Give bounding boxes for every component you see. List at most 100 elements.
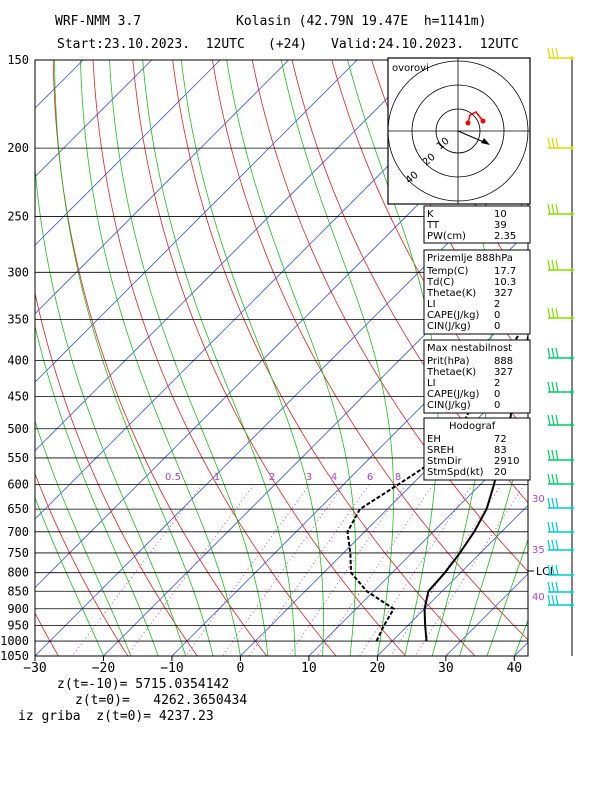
panel-key: EH [427,434,441,445]
panel-value: 2910 [494,456,519,467]
panel-key: CAPE(J/kg) [427,389,480,400]
x-tick-label: −20 [92,661,115,676]
panel-value: 39 [494,220,507,231]
isotherm-line [583,60,600,656]
isotherm-line [35,60,221,246]
panel-key: Temp(C) [426,266,469,277]
y-tick-label: 1000 [0,634,29,648]
y-tick-label: 200 [7,141,29,155]
y-tick-label: 500 [7,422,29,436]
panel-value: 0 [494,310,500,321]
dry-adiabat-line [92,60,337,656]
panel-value: 83 [494,445,507,456]
panel-key: TT [426,220,440,231]
y-tick-label: 1050 [0,649,29,663]
panel-value: 0 [494,389,500,400]
hodograph-title: ovorovi [392,63,429,74]
wind-barb [547,581,574,594]
panel-title: Max nestabilnost [427,343,512,354]
panel-key: Prit(hPa) [427,356,470,367]
panel-value: 888 [494,356,513,367]
hodograph-point [480,118,486,124]
panel-key: StmDir [427,456,462,467]
moist-adiabat-line [180,60,324,656]
footer-z-minus10: z(t=-10)= 5715.0354142 [57,677,230,692]
panel-key: Td(C) [426,277,454,288]
panel-value: 0 [494,400,500,411]
mixing-ratio-label: 6 [367,472,373,483]
y-tick-label: 700 [7,525,29,539]
panel-value: 0 [494,321,500,332]
panel-value: 10 [494,209,507,220]
indices-panel [423,205,531,244]
wind-barb [547,594,574,607]
model-title: WRF-NMM 3.7 [55,14,142,29]
maxinst-panel [423,339,531,414]
hodograph-point [465,120,471,126]
y-tick-label: 150 [7,53,29,67]
panel-title: Hodograf [449,421,496,432]
panel-key: Thetae(K) [426,288,476,299]
right-mixing-label: 30 [532,494,545,505]
wind-barb [547,47,574,60]
wind-barb [547,381,574,394]
mixing-ratio-label: 4 [331,472,337,483]
lead-time: (+24) [268,37,308,52]
x-tick-label: 10 [301,661,317,676]
wind-barb [547,137,574,150]
panel-value: 2.35 [494,231,516,242]
panel-key: CAPE(J/kg) [427,310,480,321]
x-tick-label: −30 [23,661,46,676]
dewpoint-profile [346,319,528,642]
start-time: Start:23.10.2023. 12UTC [57,37,245,52]
dry-adiabat-line [35,291,198,656]
y-tick-label: 650 [7,502,29,516]
panel-value: 72 [494,434,507,445]
y-tick-label: 600 [7,478,29,492]
mixing-ratio-line [185,484,310,656]
wind-barb [547,521,574,534]
x-tick-label: 20 [370,661,386,676]
panel-key: LI [427,299,436,310]
storm-motion-arrow [481,138,490,145]
panel-key: SREH [427,445,454,456]
moist-adiabat-line [142,60,296,656]
panel-value: 2 [494,299,500,310]
y-tick-label: 800 [7,566,29,580]
wind-barb [547,497,574,510]
hodo-panel [423,417,531,481]
footer-z-zero: z(t=0)= 4262.3650434 [75,693,248,708]
dry-adiabat-line [52,60,268,656]
panel-value: 327 [494,367,513,378]
y-tick-label: 400 [7,353,29,367]
wind-barb [547,259,574,272]
footer-griba: iz griba z(t=0)= 4237.23 [18,709,214,724]
valid-time: Valid:24.10.2023. 12UTC [331,37,519,52]
mixing-ratio-label: 3 [306,472,312,483]
wind-barb [547,473,574,486]
mixing-ratio-label: 8 [395,472,401,483]
x-tick-label: −10 [160,661,183,676]
mixing-ratio-line [248,484,370,656]
moist-adiabat-line [54,60,214,656]
panel-key: CIN(J/kg) [427,321,471,332]
y-tick-label: 300 [7,265,29,279]
wind-barb [547,414,574,427]
right-mixing-label: 35 [532,545,545,556]
mixing-ratio-label: 0.5 [165,472,181,483]
panel-value: 10.3 [494,277,516,288]
x-tick-label: 40 [506,661,522,676]
mixing-ratio-line [288,484,407,656]
panel-key: PW(cm) [427,231,466,242]
mixing-ratio-line [126,484,255,656]
y-tick-label: 850 [7,584,29,598]
panel-value: 20 [494,467,507,478]
wind-barb [547,564,574,577]
mixing-ratio-line [359,484,473,656]
surface-panel [423,249,531,335]
mixing-ratio-line [414,484,525,656]
panel-title: Prizemlje 888hPa [427,253,513,264]
mixing-ratio-line [222,484,345,656]
y-tick-label: 900 [7,602,29,616]
hodograph-trace [467,111,484,124]
